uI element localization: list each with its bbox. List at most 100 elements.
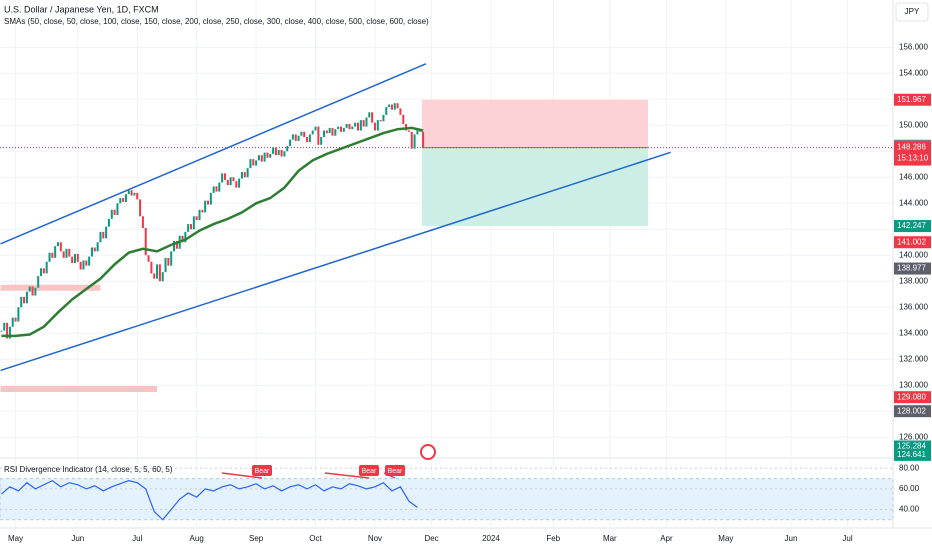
candle [356,122,359,131]
candle [156,264,159,279]
price-label: 125.284 [897,442,926,451]
candle [294,134,297,141]
candle [34,287,37,296]
candle [167,257,170,266]
candle [323,130,326,137]
candle [57,242,60,247]
trend-line [0,151,671,372]
candle [362,120,365,127]
x-tick-label: May [718,534,733,543]
candle [99,231,102,243]
candle [328,127,331,134]
candle [266,152,269,158]
candle [147,255,150,262]
candle [390,104,393,110]
candle [153,273,156,279]
candle [373,122,376,131]
candle [252,159,255,166]
candle [257,155,260,161]
y-tick-label: 150.000 [899,120,928,129]
candle [170,251,173,266]
price-label: 124.641 [897,450,926,459]
candle [164,257,167,273]
candle [124,194,127,202]
candle [133,192,136,196]
candle [243,172,246,178]
candle [116,203,119,215]
candle [209,192,212,205]
candle [385,107,388,115]
currency-button[interactable] [895,2,929,22]
candle [90,247,93,257]
candle [226,179,229,186]
candle [297,135,300,141]
candle [325,130,328,134]
price-label: 142.247 [897,221,926,230]
support-zone [0,385,158,392]
candle [419,130,422,132]
y-tick-label: 134.000 [899,328,928,337]
candle [48,252,51,262]
candle [277,149,280,156]
candle [272,147,275,154]
candle [232,177,235,182]
candle [286,146,289,152]
event-icon[interactable] [420,444,436,460]
x-tick-label: 2024 [482,534,500,543]
candle [311,130,314,135]
x-tick-label: Jun [71,534,84,543]
candle [263,152,266,162]
candle [382,114,385,122]
candle [204,200,207,213]
candle [283,151,286,157]
candle [6,322,9,339]
candle [246,168,249,178]
candle [184,231,187,243]
y-tick-label: 138.000 [899,276,928,285]
candle [249,159,252,169]
stop-zone [421,99,649,148]
candle [365,117,368,127]
currency-label: JPY [905,7,920,16]
candle [206,200,209,205]
candle [119,198,122,204]
x-tick-label: Jul [132,534,142,543]
candle [3,322,6,331]
candle [218,182,221,192]
candle [399,108,402,115]
candle [20,296,23,308]
plot-layer [0,0,894,528]
candle [161,272,164,282]
candle [150,261,153,274]
candle [345,123,348,128]
candle [371,112,374,123]
chart-title: U.S. Dollar / Japanese Yen, 1D, FXCM [4,4,159,14]
candle [175,240,178,249]
rsi-tick-label: 80.00 [899,463,920,472]
candle [235,181,238,188]
candle [37,276,40,288]
candle [240,172,243,179]
candle [393,103,396,110]
price-label: 141.002 [897,237,926,246]
y-tick-label: 146.000 [899,172,928,181]
candle [334,129,337,136]
candle [0,330,3,332]
candle [280,149,283,157]
candle [85,260,88,266]
candle [93,247,96,252]
candle [354,122,357,127]
candle [337,126,340,130]
trend-line [0,63,427,245]
candle [291,134,294,140]
candle [331,127,334,136]
candle [368,112,371,118]
y-tick-label: 156.000 [899,42,928,51]
price-label-box [894,220,931,233]
candle [308,134,311,143]
candle [238,178,241,188]
candle [359,120,362,131]
candle [260,155,263,162]
candle [65,248,68,258]
